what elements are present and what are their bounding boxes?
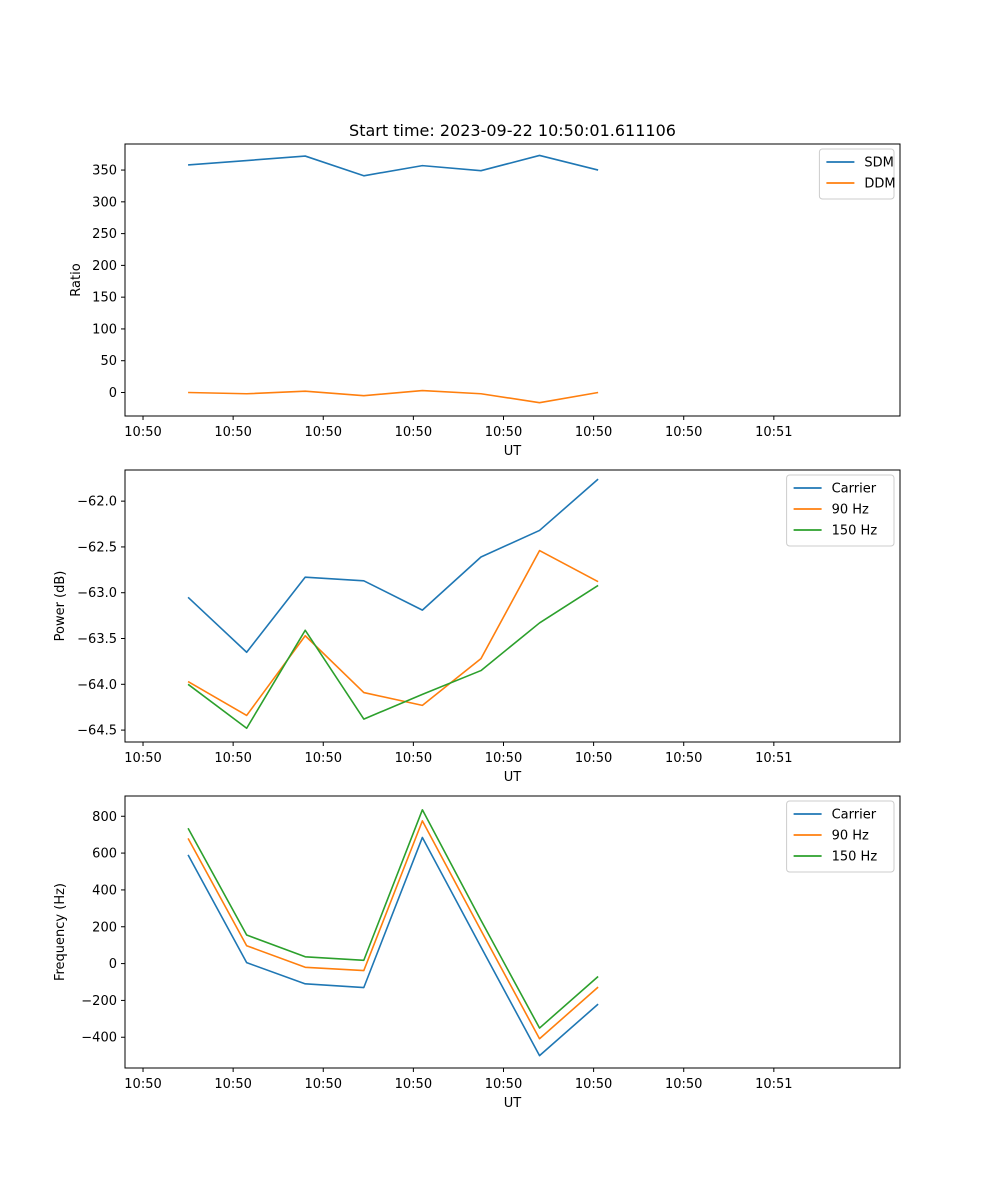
legend: Carrier 90 Hz 150 Hz xyxy=(786,474,895,547)
y-tick-label: −63.5 xyxy=(77,632,117,647)
y-tick-label: −64.5 xyxy=(77,724,117,739)
chart-panel-1: 10:50 10:50 10:50 10:50 10:50 10:50 10:50 10:51… xyxy=(69,143,901,459)
axes-frame xyxy=(124,143,901,417)
legend-entry-ddm: DDM xyxy=(864,177,895,192)
figure-title: Start time: 2023-09-22 10:50:01.611106 xyxy=(349,121,676,140)
y-tick-label: 100 xyxy=(92,322,117,337)
x-tick-label: 10:50 xyxy=(395,1077,432,1092)
legend-box xyxy=(786,474,895,547)
axes-frame xyxy=(124,469,901,743)
y-tick-label: 50 xyxy=(100,354,117,369)
legend-entry-sdm: SDM xyxy=(864,156,893,171)
x-tick-label: 10:50 xyxy=(575,425,612,440)
y-tick-label: 200 xyxy=(92,920,117,935)
y-axis-label: Frequency (Hz) xyxy=(53,883,68,981)
x-tick-label: 10:50 xyxy=(305,425,342,440)
legend-entry-150-hz: 150 Hz xyxy=(832,524,878,539)
y-tick-label: 600 xyxy=(92,847,117,862)
legend: SDM DDM xyxy=(818,148,896,200)
x-tick-label: 10:50 xyxy=(575,751,612,766)
x-tick-label: 10:50 xyxy=(665,1077,702,1092)
x-axis-label: UT xyxy=(504,770,522,785)
y-tick-label: 300 xyxy=(92,195,117,210)
y-axis-label: Ratio xyxy=(69,263,84,296)
x-tick-label: 10:50 xyxy=(214,1077,251,1092)
series-line-150-hz xyxy=(187,584,599,730)
legend-entry-90-hz: 90 Hz xyxy=(832,829,869,844)
legend-entry-150-hz: 150 Hz xyxy=(832,850,878,865)
legend-box xyxy=(786,800,895,873)
x-tick-label: 10:50 xyxy=(395,751,432,766)
y-axis-label: Power (dB) xyxy=(53,571,68,642)
chart-panel-2: 10:50 10:50 10:50 10:50 10:50 10:50 10:50 10:51… xyxy=(53,469,901,785)
legend-entry-carrier: Carrier xyxy=(832,482,877,497)
y-tick-label: 250 xyxy=(92,227,117,242)
y-tick-label: 350 xyxy=(92,164,117,179)
series-line-150-hz xyxy=(187,809,599,1029)
x-tick-label: 10:50 xyxy=(665,751,702,766)
x-tick-label: 10:51 xyxy=(755,751,792,766)
y-tick-label: 400 xyxy=(92,883,117,898)
x-tick-label: 10:50 xyxy=(485,1077,522,1092)
series-line-ddm xyxy=(188,389,599,404)
x-tick-label: 10:50 xyxy=(575,1077,612,1092)
legend-entry-90-hz: 90 Hz xyxy=(832,503,869,518)
x-tick-label: 10:50 xyxy=(214,425,251,440)
x-axis-label: UT xyxy=(504,444,522,459)
x-tick-label: 10:50 xyxy=(124,1077,161,1092)
y-tick-label: 0 xyxy=(109,957,117,972)
axes-frame xyxy=(124,795,901,1069)
y-tick-label: −63.0 xyxy=(77,586,117,601)
x-tick-label: 10:51 xyxy=(755,1077,792,1092)
x-axis-label: UT xyxy=(504,1096,522,1111)
x-tick-label: 10:50 xyxy=(214,751,251,766)
x-tick-label: 10:50 xyxy=(665,425,702,440)
x-tick-label: 10:50 xyxy=(485,425,522,440)
series-line-sdm xyxy=(188,154,599,177)
y-tick-label: −64.0 xyxy=(77,678,117,693)
series-line-carrier xyxy=(187,836,599,1057)
y-tick-label: 150 xyxy=(92,291,117,306)
y-tick-label: −200 xyxy=(81,994,117,1009)
x-tick-label: 10:50 xyxy=(305,751,342,766)
x-tick-label: 10:50 xyxy=(124,751,161,766)
x-tick-label: 10:50 xyxy=(395,425,432,440)
y-tick-label: 200 xyxy=(92,259,117,274)
y-tick-label: 800 xyxy=(92,810,117,825)
chart-panel-3: 10:50 10:50 10:50 10:50 10:50 10:50 10:50 10:51… xyxy=(53,795,901,1111)
y-tick-label: 0 xyxy=(109,386,117,401)
series-line-90-hz xyxy=(187,549,599,717)
legend: Carrier 90 Hz 150 Hz xyxy=(786,800,895,873)
legend-entry-carrier: Carrier xyxy=(832,808,877,823)
series-line-carrier xyxy=(187,478,599,654)
y-tick-label: −62.5 xyxy=(77,540,117,555)
x-tick-label: 10:50 xyxy=(124,425,161,440)
series-line-90-hz xyxy=(187,820,599,1040)
y-tick-label: −62.0 xyxy=(77,495,117,510)
x-tick-label: 10:51 xyxy=(755,425,792,440)
x-tick-label: 10:50 xyxy=(485,751,522,766)
y-tick-label: −400 xyxy=(81,1031,117,1046)
x-tick-label: 10:50 xyxy=(305,1077,342,1092)
